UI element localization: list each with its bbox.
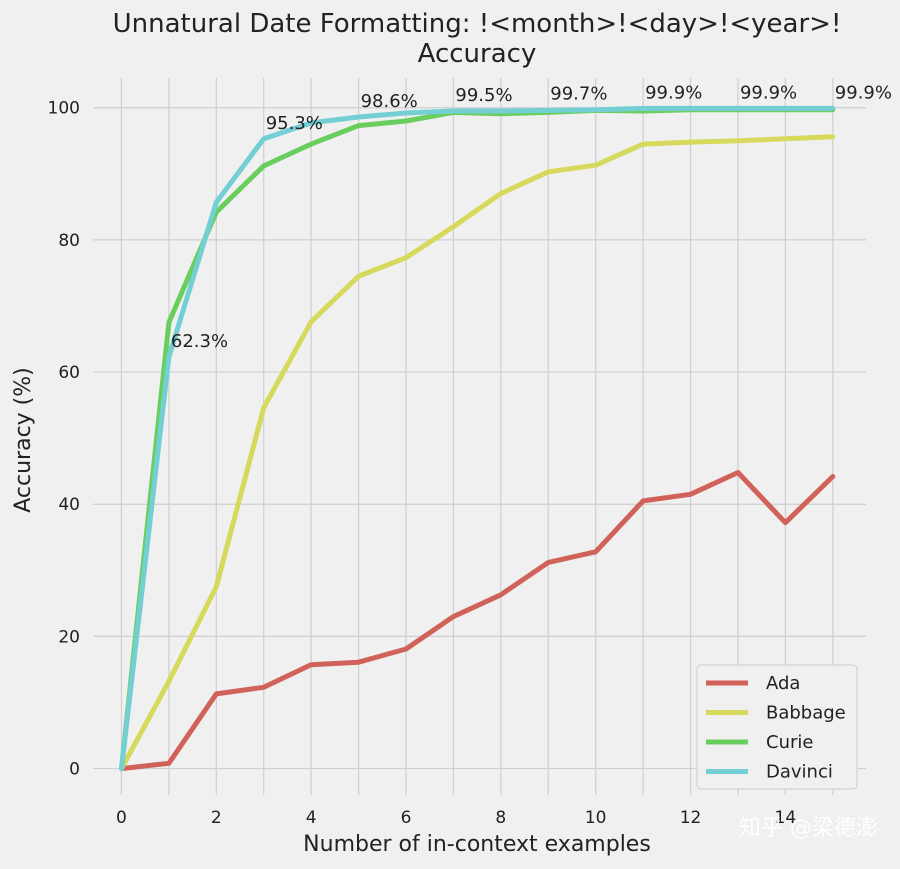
data-label: 99.5%: [455, 85, 512, 106]
data-label: 95.3%: [266, 113, 323, 134]
legend-label-babbage: Babbage: [766, 703, 846, 724]
data-label: 99.9%: [740, 82, 797, 103]
x-tick-label: 2: [211, 808, 222, 828]
data-label: 99.9%: [835, 82, 892, 103]
x-tick-label: 10: [585, 808, 607, 828]
series-line-davinci: [119, 105, 836, 772]
data-label: 99.7%: [550, 84, 607, 105]
data-label: 99.9%: [645, 82, 702, 103]
y-axis-ticks: 0 20 40 60 80 100: [48, 99, 80, 780]
series-lines: [119, 105, 836, 772]
x-axis-label: Number of in-context examples: [303, 832, 651, 857]
x-tick-label: 4: [306, 808, 317, 828]
data-label: 62.3%: [171, 331, 228, 352]
series-line-ada: [119, 470, 836, 772]
data-annotations: 62.3% 95.3% 98.6% 99.5% 99.7% 99.9% 99.9% 99.9%: [171, 82, 892, 351]
y-tick-label: 20: [58, 627, 80, 647]
y-tick-label: 0: [69, 760, 80, 780]
series-line-babbage: [119, 134, 836, 772]
x-tick-label: 14: [775, 808, 797, 828]
x-tick-label: 8: [495, 808, 506, 828]
chart-subtitle: Accuracy: [418, 39, 537, 69]
y-axis-label: Accuracy (%): [11, 367, 36, 513]
data-label: 98.6%: [361, 91, 418, 112]
x-axis-ticks: 0 2 4 6 8 10 12 14: [116, 808, 796, 828]
legend-label-ada: Ada: [766, 673, 800, 694]
y-tick-label: 80: [58, 231, 80, 251]
x-tick-label: 12: [680, 808, 702, 828]
x-tick-label: 6: [401, 808, 412, 828]
x-tick-label: 0: [116, 808, 127, 828]
chart-title: Unnatural Date Formatting: !<month>!<day…: [113, 9, 842, 39]
y-tick-label: 40: [58, 495, 80, 515]
y-tick-label: 100: [48, 99, 80, 119]
watermark-text: 知乎 @梁德澎: [739, 816, 878, 841]
y-tick-label: 60: [58, 363, 80, 383]
legend-label-davinci: Davinci: [766, 762, 833, 783]
legend-box: [696, 664, 858, 790]
legend: Ada Babbage Curie Davinci: [696, 664, 858, 790]
legend-label-curie: Curie: [766, 732, 813, 753]
